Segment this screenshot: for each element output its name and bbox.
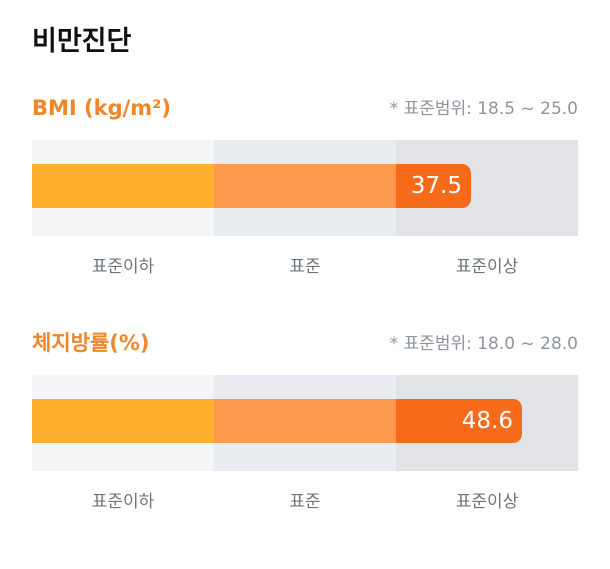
body-fat-value: 48.6 xyxy=(461,408,513,434)
bar-segment-high xyxy=(396,164,471,208)
zone-label-standard: 표준 xyxy=(289,492,321,512)
body-fat-bar: 48.6 xyxy=(32,399,522,443)
body-fat-zone-labels: 표준이하 표준 표준이상 xyxy=(32,488,578,516)
bmi-zone-labels: 표준이하 표준 표준이상 xyxy=(32,253,578,281)
page-title: 비만진단 xyxy=(32,26,132,57)
zone-label-below: 표준이하 xyxy=(91,492,155,512)
bmi-standard-range: * 표준범위: 18.5 ~ 25.0 xyxy=(389,99,578,119)
bmi-value: 37.5 xyxy=(410,173,462,199)
bmi-bar: 37.5 xyxy=(32,164,471,208)
body-fat-section: 체지방률(%) * 표준범위: 18.0 ~ 28.0 48.6 표준이하 표준… xyxy=(0,328,610,528)
body-fat-gauge: 48.6 xyxy=(32,375,578,471)
bmi-gauge: 37.5 xyxy=(32,140,578,236)
bmi-title: BMI (kg/m²) xyxy=(32,96,171,120)
zone-label-above: 표준이상 xyxy=(455,257,519,277)
bar-segment-normal xyxy=(214,164,396,208)
bmi-header: BMI (kg/m²) * 표준범위: 18.5 ~ 25.0 xyxy=(32,93,578,123)
bar-segment-high xyxy=(396,399,522,443)
bar-segment-low xyxy=(32,399,214,443)
bar-segment-normal xyxy=(214,399,396,443)
body-fat-title: 체지방률(%) xyxy=(32,331,150,355)
zone-label-standard: 표준 xyxy=(289,257,321,277)
zone-label-above: 표준이상 xyxy=(455,492,519,512)
zone-label-below: 표준이하 xyxy=(91,257,155,277)
bar-segment-low xyxy=(32,164,214,208)
body-fat-standard-range: * 표준범위: 18.0 ~ 28.0 xyxy=(389,334,578,354)
bmi-section: BMI (kg/m²) * 표준범위: 18.5 ~ 25.0 37.5 표준이… xyxy=(0,93,610,293)
body-fat-header: 체지방률(%) * 표준범위: 18.0 ~ 28.0 xyxy=(32,328,578,358)
